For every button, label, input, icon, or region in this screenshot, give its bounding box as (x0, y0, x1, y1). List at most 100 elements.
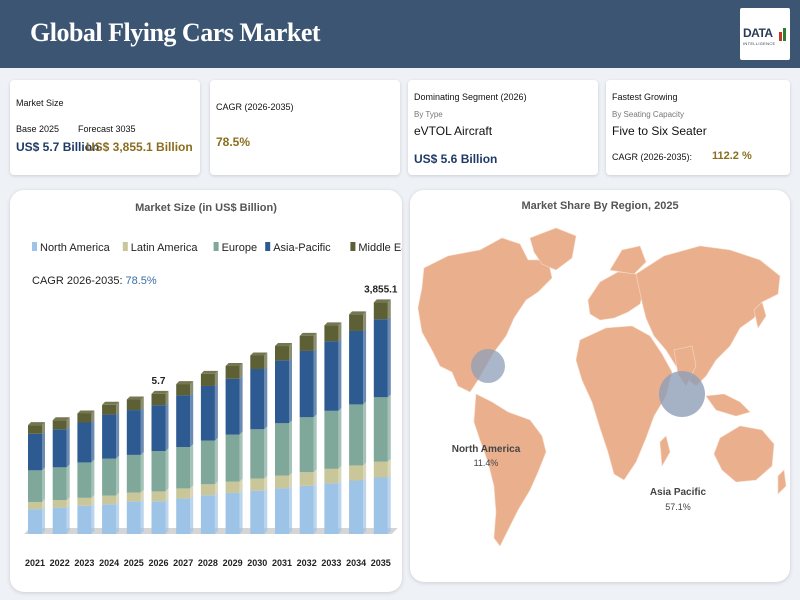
bar-segment-side (190, 392, 194, 447)
europe-shape (587, 271, 645, 321)
bar-segment-side (387, 316, 391, 398)
forecast-value: US$ 3,855.1 Billion (86, 140, 193, 154)
bar-segment (225, 481, 240, 493)
bar-segment (28, 470, 42, 502)
bar-segment (52, 500, 67, 508)
bar-segment-side (214, 382, 218, 441)
map-title: Market Share By Region, 2025 (521, 200, 679, 212)
bar-segment-side (91, 459, 95, 498)
legend-label: Middle East and Africa (358, 242, 402, 254)
bar-segment-side (165, 448, 169, 492)
bar-segment-side (239, 478, 243, 493)
bar-top (126, 396, 144, 400)
bar-segment-side (313, 414, 317, 473)
bar-segment (250, 429, 265, 479)
bar-segment-side (239, 431, 243, 482)
bar-segment-side (289, 420, 292, 476)
bar-segment (349, 404, 364, 466)
bar-segment-side (66, 464, 70, 501)
asia-pacific-label: Asia Pacific (650, 487, 707, 498)
x-tick-label: 2022 (50, 558, 70, 568)
bar-segment-side (363, 401, 367, 466)
cagr-annotation: CAGR 2026-2035: 78.5% (32, 275, 157, 287)
x-tick-label: 2035 (371, 558, 391, 568)
x-tick-label: 2025 (124, 558, 144, 568)
bar-segment (52, 429, 67, 468)
data-label: 5.7 (152, 376, 166, 387)
base-value: US$ 5.7 Billion (16, 140, 100, 154)
bar-segment-side (42, 467, 45, 502)
bar-top (151, 390, 169, 394)
bar-segment (250, 355, 265, 370)
bar-segment (250, 478, 265, 491)
x-tick-label: 2030 (247, 558, 267, 568)
bar-segment-side (165, 390, 169, 406)
bar-segment-side (338, 480, 342, 534)
bar-segment-side (214, 437, 218, 485)
bar-segment (250, 369, 265, 430)
bar-segment (102, 504, 117, 534)
bar-segment (102, 495, 117, 505)
australia-shape (713, 425, 775, 483)
chart-title: Market Size (in US$ Billion) (135, 202, 277, 214)
bar-segment (324, 410, 339, 469)
bar-segment-side (116, 411, 120, 459)
bar-segment (176, 498, 191, 534)
card-label: Fastest Growing (612, 92, 678, 102)
bar-top (52, 417, 70, 421)
bar-segment-side (140, 407, 144, 455)
bar-segment-side (387, 458, 391, 478)
fastest-growing-card: Fastest Growing By Seating Capacity Five… (606, 80, 790, 175)
legend-swatch (350, 242, 356, 251)
bar-segment-side (140, 489, 144, 502)
forecast-label: Forecast 3035 (78, 124, 136, 134)
bar-top (275, 343, 292, 347)
bar-segment (324, 325, 339, 342)
bar-segment (275, 423, 289, 476)
bar-segment (102, 458, 117, 496)
indonesia-shape (705, 393, 751, 417)
greenland-shape (529, 227, 577, 271)
bar-top (349, 311, 367, 315)
bar-segment-side (190, 485, 194, 499)
bar-segment (324, 483, 339, 534)
bar-top (28, 422, 45, 426)
bar-segment-side (165, 498, 169, 534)
cagr-card: CAGR (2026-2035) 78.5% (210, 80, 400, 175)
x-tick-label: 2021 (25, 558, 45, 568)
bar-segment-side (214, 492, 218, 534)
data-label: 3,855.1 (364, 284, 398, 295)
bar-segment-side (140, 451, 144, 493)
bar-segment-side (66, 504, 70, 534)
bar-top (225, 363, 243, 367)
logo-bar-icon (783, 28, 786, 41)
new-zealand-shape (777, 469, 787, 495)
bar-segment (77, 497, 92, 506)
bar-segment (275, 475, 289, 489)
north-america-label: North America (452, 444, 521, 455)
world-landmass (417, 227, 787, 547)
legend-label: Europe (222, 242, 257, 254)
bar-segment (126, 399, 141, 411)
legend-label: Asia-Pacific (273, 242, 331, 254)
bar-segment (176, 446, 191, 489)
bar-segment (349, 465, 364, 481)
bar-segment-side (313, 482, 317, 534)
regional-share-map-panel: Market Share By Region, 2025 North Ameri (410, 190, 790, 582)
bar-top (373, 299, 391, 303)
legend-swatch (122, 242, 128, 251)
bar-segment-side (66, 426, 70, 468)
bar-segment-side (363, 462, 367, 481)
card-label: CAGR (2026-2035) (216, 102, 294, 112)
card-sublabel: By Seating Capacity (612, 110, 685, 119)
bar-segment-side (91, 410, 95, 423)
north-america-share-bubble (471, 349, 505, 383)
bar-segment (225, 366, 240, 379)
bar-segment (28, 501, 42, 510)
bar-segment-side (66, 497, 70, 508)
dominating-segment-card: Dominating Segment (2026) By Type eVTOL … (408, 80, 598, 175)
bar-segment (102, 414, 117, 459)
bar-segment (324, 468, 339, 484)
bar-segment-side (363, 311, 367, 331)
bar-segment-side (239, 489, 243, 534)
